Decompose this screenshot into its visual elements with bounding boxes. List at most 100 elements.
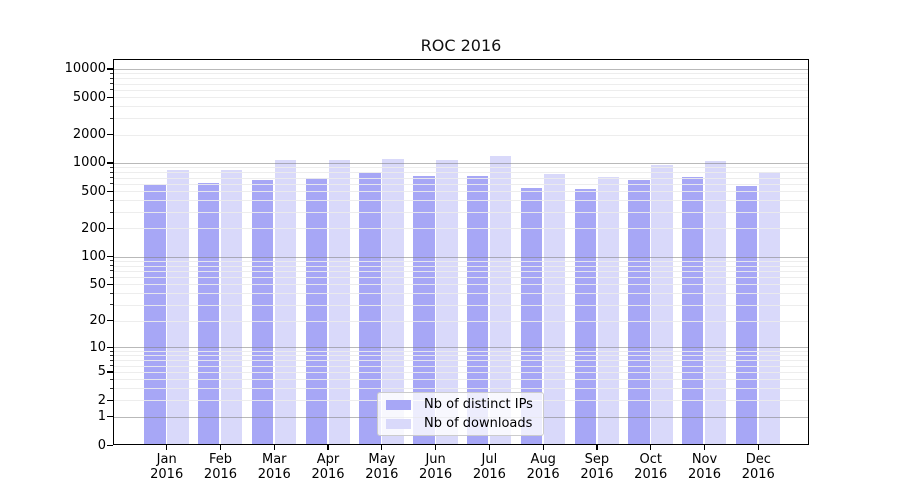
gridline-minor — [114, 388, 808, 390]
y-tick-label: 5000 — [72, 89, 106, 105]
legend-item-distinct-ips: Nb of distinct IPs — [386, 397, 543, 413]
y-axis-minor-tick — [110, 89, 113, 91]
bar-distinct-ips-oct — [628, 179, 650, 444]
gridline-minor — [114, 260, 808, 262]
gridline-major — [114, 68, 808, 70]
y-axis-minor-tick — [110, 265, 113, 267]
x-axis-tick — [596, 445, 598, 450]
gridline-minor — [114, 106, 808, 108]
y-axis-minor-tick — [110, 77, 113, 79]
gridline-minor — [114, 228, 808, 230]
y-axis-minor-tick — [110, 199, 113, 201]
x-tick-label: Dec 2016 — [742, 452, 775, 482]
y-axis-tick — [107, 371, 113, 373]
gridline-minor — [114, 83, 808, 85]
gridline-minor — [114, 351, 808, 352]
x-tick-label: Feb 2016 — [204, 452, 237, 482]
x-tick-year: 2016 — [150, 467, 184, 482]
y-axis-minor-tick — [110, 177, 113, 178]
y-axis-minor-tick — [110, 292, 113, 294]
x-tick-month: Dec — [745, 452, 771, 467]
x-tick-label: May 2016 — [365, 452, 398, 482]
y-axis-minor-tick — [110, 183, 113, 185]
legend: Nb of distinct IPs Nb of downloads — [377, 392, 544, 436]
gridline-minor — [114, 200, 808, 202]
x-tick-month: Jan — [156, 452, 177, 467]
bar-downloads-aug — [543, 174, 566, 444]
y-tick-label: 5 — [97, 364, 106, 380]
y-axis-minor-tick — [110, 260, 113, 262]
x-axis-tick — [703, 445, 706, 450]
legend-label-distinct-ips: Nb of distinct IPs — [424, 397, 533, 412]
gridlines-layer — [114, 60, 808, 444]
x-tick-month: Feb — [208, 452, 232, 467]
x-axis-tick — [757, 445, 759, 450]
x-tick-label: Apr 2016 — [311, 452, 344, 482]
x-tick-year: 2016 — [472, 467, 506, 482]
gridline-minor — [114, 304, 808, 306]
x-tick-year: 2016 — [311, 467, 345, 482]
gridline-minor — [114, 78, 808, 80]
gridline-minor — [114, 73, 808, 75]
x-axis-tick — [435, 445, 437, 450]
gridline-minor — [114, 183, 808, 185]
y-axis-tick — [107, 96, 113, 98]
gridline-minor — [114, 97, 808, 99]
bar-distinct-ips-apr — [305, 177, 328, 444]
y-tick-label: 0 — [97, 437, 106, 453]
gridline-major — [114, 347, 808, 349]
y-axis-minor-tick — [110, 387, 113, 389]
y-tick-label: 10000 — [64, 61, 106, 77]
y-axis-minor-tick — [110, 72, 113, 74]
gridline-major — [114, 256, 808, 258]
x-axis-tick — [166, 445, 168, 450]
gridline-minor — [114, 293, 808, 295]
gridline-minor — [114, 277, 808, 279]
y-axis-minor-tick — [110, 354, 113, 356]
x-axis-tick — [219, 445, 222, 450]
x-tick-year: 2016 — [526, 467, 560, 482]
y-axis-minor-tick — [110, 276, 113, 278]
x-tick-month: Nov — [691, 452, 718, 467]
x-tick-label: Oct 2016 — [634, 452, 667, 482]
x-tick-month: Aug — [530, 452, 556, 467]
x-tick-month: May — [368, 452, 396, 467]
gridline-minor — [114, 379, 808, 381]
x-tick-year: 2016 — [257, 467, 291, 482]
y-tick-label: 2 — [97, 392, 106, 408]
bar-distinct-ips-may — [359, 173, 381, 444]
gridline-major — [114, 162, 808, 164]
x-tick-label: Mar 2016 — [258, 452, 291, 482]
gridline-minor — [114, 134, 808, 136]
x-tick-month: Mar — [261, 452, 287, 467]
gridline-minor — [114, 355, 808, 357]
y-axis-minor-tick — [110, 378, 113, 380]
x-tick-year: 2016 — [687, 467, 722, 482]
x-tick-year: 2016 — [365, 467, 399, 482]
y-axis-tick — [107, 68, 113, 70]
gridline-minor — [114, 191, 808, 193]
y-axis-tick — [107, 399, 113, 401]
y-axis-tick — [107, 444, 113, 446]
x-tick-year: 2016 — [203, 467, 238, 482]
y-axis-tick — [107, 162, 113, 164]
bar-downloads-sep — [597, 177, 619, 444]
x-axis-tick — [327, 445, 329, 450]
y-axis-minor-tick — [110, 166, 113, 168]
y-axis-tick — [107, 227, 113, 230]
bar-distinct-ips-jun — [413, 175, 435, 444]
x-axis-tick — [488, 445, 490, 450]
bar-downloads-jan — [167, 170, 189, 444]
x-tick-month: Oct — [639, 452, 662, 467]
gridline-minor — [114, 360, 808, 362]
y-tick-label: 1 — [97, 409, 106, 425]
y-tick-label: 2000 — [72, 127, 106, 143]
gridline-minor — [114, 365, 808, 367]
y-tick-label: 20 — [89, 313, 106, 329]
gridline-minor — [114, 172, 808, 174]
y-axis-minor-tick — [110, 359, 113, 361]
y-tick-label: 500 — [81, 183, 106, 199]
x-tick-month: Jun — [425, 452, 446, 467]
bar-downloads-oct — [651, 164, 673, 444]
bar-distinct-ips-jul — [466, 175, 489, 444]
